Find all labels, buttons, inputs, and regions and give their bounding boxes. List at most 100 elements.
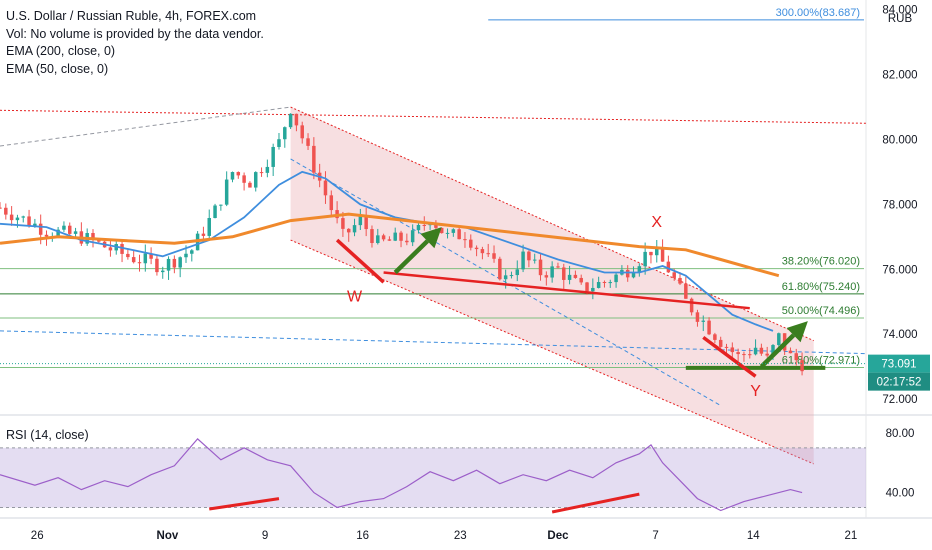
candle-body-61 — [352, 225, 357, 233]
candle-body-41 — [236, 172, 241, 176]
time-tick-1: Nov — [157, 530, 179, 542]
candle-body-90 — [521, 251, 525, 270]
candle-body-60 — [346, 228, 351, 233]
candle-body-13 — [73, 231, 78, 234]
candle-body-116 — [672, 272, 676, 278]
chart-legend: U.S. Dollar / Russian Ruble, 4h, FOREX.c… — [6, 8, 264, 78]
candle-body-120 — [695, 312, 700, 322]
candle-body-36 — [207, 217, 211, 236]
candle-body-22 — [126, 253, 130, 258]
candle-body-56 — [323, 180, 328, 196]
last-price-badge[interactable] — [868, 354, 930, 373]
candle-body-72 — [416, 224, 421, 231]
candle-body-113 — [655, 248, 659, 256]
candle-body-109 — [631, 272, 636, 278]
candle-body-54 — [312, 145, 316, 173]
candle-body-52 — [300, 125, 304, 139]
channel-lower-line[interactable] — [290, 239, 814, 465]
candle-body-37 — [213, 205, 217, 218]
candle-body-51 — [294, 113, 299, 126]
candle-body-130 — [753, 347, 758, 355]
green-arrow-2-head[interactable] — [786, 321, 808, 343]
candle-body-100 — [579, 277, 583, 283]
candle-body-137 — [794, 353, 798, 361]
wave-label-x: X — [651, 214, 662, 231]
green-arrow-1-shaft[interactable] — [393, 239, 429, 275]
candle-body-98 — [567, 274, 572, 280]
legend-ema200[interactable]: EMA (200, close, 0) — [6, 44, 116, 58]
candle-body-101 — [585, 282, 589, 292]
candle-body-77 — [445, 232, 450, 234]
candle-body-71 — [410, 230, 415, 243]
candle-body-88 — [509, 275, 514, 277]
candle-body-48 — [277, 139, 281, 147]
rsi-legend[interactable]: RSI (14, close) — [6, 428, 89, 442]
channel-upper-line[interactable] — [290, 106, 814, 342]
fib-level-label-0: 300.00%(83.687) — [776, 7, 860, 19]
price-tick-1: 82.000 — [882, 70, 917, 82]
price-tick-4: 76.000 — [882, 264, 917, 276]
rsi-line[interactable] — [0, 438, 803, 512]
candle-body-32 — [184, 253, 188, 258]
candle-body-128 — [742, 354, 746, 356]
candle-body-0 — [0, 207, 2, 209]
green-arrow-1-head[interactable] — [420, 227, 442, 249]
red-divergence-line-w[interactable] — [335, 238, 385, 284]
red-neckline[interactable] — [383, 271, 750, 310]
time-tick-3: 16 — [356, 530, 369, 542]
time-tick-0: 26 — [31, 530, 44, 542]
candle-body-68 — [393, 232, 397, 241]
price-tick-0: 84.000 — [882, 5, 917, 17]
candle-body-131 — [759, 347, 764, 354]
time-tick-8: 21 — [844, 530, 857, 542]
candle-body-31 — [178, 257, 182, 268]
legend-symbol[interactable]: U.S. Dollar / Russian Ruble, 4h, FOREX.c… — [6, 9, 257, 23]
candle-body-4 — [21, 216, 25, 218]
candle-body-80 — [463, 239, 467, 241]
candle-body-121 — [701, 320, 706, 322]
candle-body-75 — [434, 224, 438, 228]
candle-body-16 — [91, 233, 95, 241]
candle-body-96 — [556, 266, 560, 268]
time-tick-6: 7 — [652, 530, 658, 542]
rsi-divergence-line-1[interactable] — [209, 497, 280, 511]
candle-body-53 — [306, 138, 310, 146]
candle-body-45 — [259, 172, 264, 174]
candle-body-44 — [253, 172, 258, 188]
legend-ema50[interactable]: EMA (50, close, 0) — [6, 61, 109, 76]
rsi-divergence-line-2[interactable] — [551, 492, 640, 514]
red-divergence-line-y[interactable] — [702, 335, 757, 378]
fib-level-label-4: 61.80%(72.971) — [782, 355, 860, 367]
candle-body-7 — [38, 223, 43, 235]
price-tick-5: 74.000 — [882, 329, 917, 341]
countdown-badge — [868, 372, 930, 391]
candle-body-40 — [230, 172, 235, 180]
candle-body-132 — [765, 353, 769, 356]
candle-body-49 — [283, 127, 287, 140]
candle-body-79 — [457, 229, 461, 240]
candle-body-91 — [527, 251, 531, 261]
candle-body-114 — [660, 248, 665, 262]
candle-body-82 — [474, 247, 479, 250]
candle-body-38 — [219, 204, 223, 206]
green-arrow-2-shaft[interactable] — [759, 333, 796, 369]
candle-body-84 — [486, 253, 490, 255]
candle-body-89 — [515, 269, 520, 276]
ema200-line[interactable] — [0, 212, 780, 278]
candle-body-102 — [591, 287, 595, 292]
rsi-tick-1: 40.00 — [886, 488, 915, 500]
candle-body-59 — [341, 218, 345, 229]
candle-body-8 — [44, 234, 49, 237]
candle-body-87 — [503, 275, 508, 280]
time-tick-7: 14 — [747, 530, 760, 542]
resistance-dotted-line[interactable] — [0, 109, 867, 124]
candle-body-17 — [97, 240, 101, 242]
candle-body-138 — [800, 360, 804, 372]
candle-body-19 — [108, 247, 113, 251]
candle-body-64 — [370, 229, 374, 244]
candle-body-103 — [596, 282, 601, 288]
time-tick-4: 23 — [454, 530, 467, 542]
candle-body-136 — [788, 350, 793, 354]
